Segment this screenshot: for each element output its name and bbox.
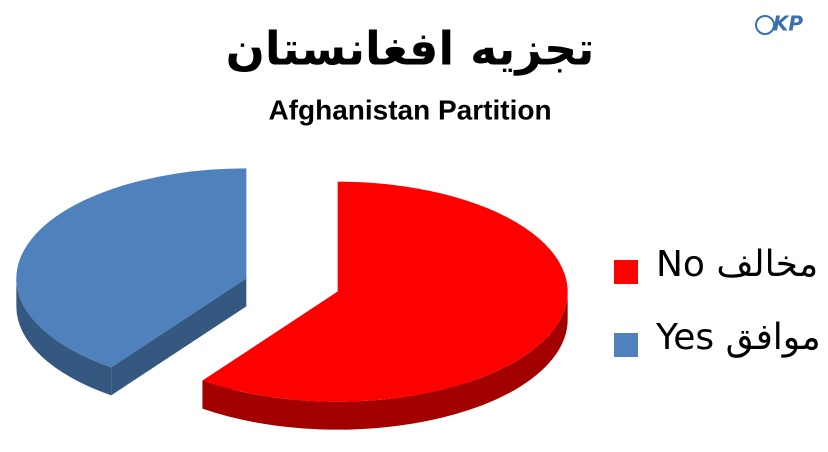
logo-text: KP bbox=[773, 12, 803, 36]
logo: KP bbox=[755, 12, 803, 36]
chart-subtitle: Afghanistan Partition bbox=[268, 94, 551, 125]
slice-side bbox=[202, 291, 568, 430]
slice bbox=[16, 168, 247, 368]
slice bbox=[202, 181, 568, 402]
logo-globe bbox=[755, 15, 775, 35]
pie bbox=[16, 168, 568, 430]
legend-label: Yes موافق bbox=[655, 317, 821, 358]
legend-swatch bbox=[614, 260, 638, 284]
slice-side bbox=[16, 278, 112, 396]
chart-title: تجزیه افغانستان bbox=[226, 22, 595, 76]
legend-swatch bbox=[614, 333, 638, 357]
slice-side bbox=[111, 278, 247, 396]
legend-label: No مخالف bbox=[656, 244, 818, 285]
legend: No مخالف Yes موافق bbox=[614, 244, 821, 358]
